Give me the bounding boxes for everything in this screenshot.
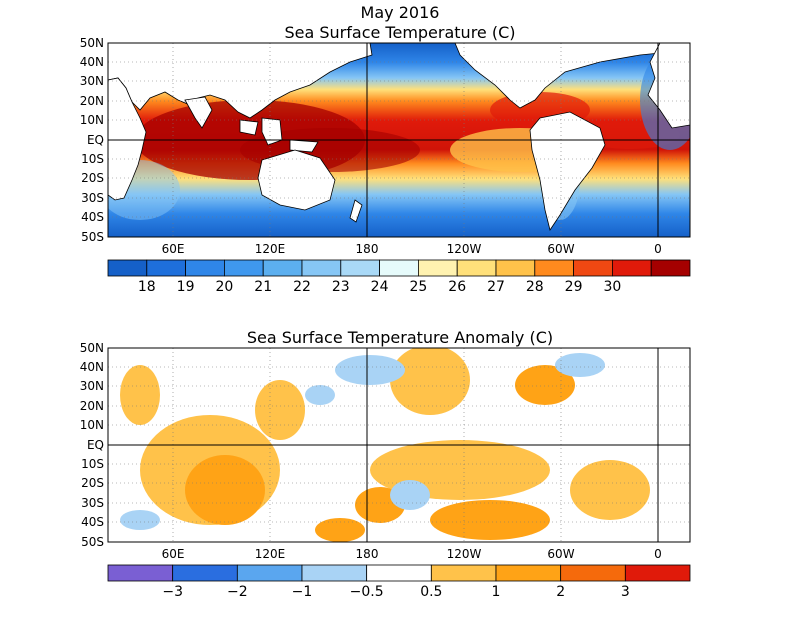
svg-text:120W: 120W	[447, 547, 482, 561]
svg-text:0: 0	[654, 547, 662, 561]
sst-colorbar-swatch	[340, 259, 380, 277]
anomaly-colorbar-swatch	[236, 564, 303, 582]
anomaly-gridlines	[108, 348, 690, 542]
svg-text:180: 180	[356, 547, 379, 561]
anomaly-colorbar-label: 3	[621, 584, 630, 600]
sst-colorbar-swatch	[534, 259, 574, 277]
sst-land	[108, 43, 690, 231]
svg-text:30S: 30S	[81, 496, 104, 510]
anomaly-colorbar-label: 1	[492, 584, 501, 600]
svg-text:30S: 30S	[81, 191, 104, 205]
svg-text:30N: 30N	[80, 379, 104, 393]
svg-text:10N: 10N	[80, 113, 104, 127]
svg-text:50S: 50S	[81, 535, 104, 549]
svg-text:60W: 60W	[547, 242, 574, 256]
svg-text:20N: 20N	[80, 94, 104, 108]
sst-colorbar-swatch	[612, 259, 652, 277]
sst-gridlines	[108, 43, 690, 237]
svg-text:10N: 10N	[80, 418, 104, 432]
sst-colorbar-swatch	[417, 259, 458, 277]
anomaly-map: 50N 40N 30N 20N 10N EQ 10S 20S 30S 40S 5…	[80, 341, 691, 561]
svg-text:10S: 10S	[81, 457, 104, 471]
sst-map-title: Sea Surface Temperature (C)	[284, 23, 515, 42]
svg-text:20N: 20N	[80, 399, 104, 413]
anomaly-colorbar-label: −3	[162, 584, 183, 600]
svg-text:50S: 50S	[81, 230, 104, 244]
sst-colorbar-swatch	[456, 259, 497, 277]
anomaly-colorbar-label: −1	[292, 584, 313, 600]
svg-text:60E: 60E	[162, 547, 185, 561]
anomaly-lon-labels: 60E 120E 180 120W 60W 0	[162, 547, 662, 561]
sst-lat-labels: 50N 40N 30N 20N 10N EQ 10S 20S 30S 40S 5…	[80, 36, 104, 244]
svg-text:40N: 40N	[80, 360, 104, 374]
sst-colorbar-swatch	[495, 259, 536, 277]
svg-text:40N: 40N	[80, 55, 104, 69]
anomaly-colorbar-swatch	[301, 564, 368, 582]
svg-text:40S: 40S	[81, 210, 104, 224]
svg-text:120E: 120E	[255, 242, 286, 256]
anomaly-colorbar-label: 0.5	[420, 584, 442, 600]
sst-colorbar-label: 24	[371, 279, 389, 295]
anomaly-colorbar-label: −0.5	[350, 584, 384, 600]
anomaly-colorbar	[107, 564, 691, 582]
svg-text:EQ: EQ	[87, 133, 104, 147]
svg-text:50N: 50N	[80, 36, 104, 50]
anomaly-map-title: Sea Surface Temperature Anomaly (C)	[247, 328, 553, 347]
sst-colorbar-swatch	[262, 259, 303, 277]
sst-colorbar-label: 23	[332, 279, 350, 295]
sst-colorbar-swatch	[650, 259, 691, 277]
sst-colorbar-label: 29	[565, 279, 583, 295]
anomaly-colorbar-swatch	[624, 564, 691, 582]
svg-text:20S: 20S	[81, 171, 104, 185]
anomaly-lat-labels: 50N 40N 30N 20N 10N EQ 10S 20S 30S 40S 5…	[80, 341, 104, 549]
anomaly-colorbar-swatch	[172, 564, 238, 582]
date-title: May 2016	[361, 3, 440, 22]
sst-colorbar-label: 19	[177, 279, 195, 295]
sst-colorbar-label: 30	[603, 279, 621, 295]
sst-colorbar-label: 26	[448, 279, 466, 295]
svg-text:180: 180	[356, 242, 379, 256]
sst-colorbar-label: 18	[138, 279, 156, 295]
sst-colorbar-swatch	[301, 259, 342, 277]
sst-lon-labels: 60E 120E 180 120W 60W 0	[162, 242, 662, 256]
anomaly-colorbar-label: −2	[227, 584, 248, 600]
svg-text:50N: 50N	[80, 341, 104, 355]
svg-text:30N: 30N	[80, 74, 104, 88]
sst-colorbar-swatch	[573, 259, 613, 277]
sst-colorbar-label: 27	[487, 279, 505, 295]
sst-map: 50N 40N 30N 20N 10N EQ 10S 20S 30S 40S 5…	[80, 36, 691, 256]
svg-text:20S: 20S	[81, 476, 104, 490]
sst-colorbar-swatch	[185, 259, 225, 277]
sst-colorbar-swatch	[107, 259, 148, 277]
anomaly-colorbar-labels: −3 −2 −1 −0.5 0.5 1 2 3	[162, 584, 629, 600]
sst-colorbar-label: 21	[254, 279, 272, 295]
sst-colorbar	[107, 259, 691, 277]
svg-text:EQ: EQ	[87, 438, 104, 452]
sst-colorbar-label: 20	[215, 279, 233, 295]
svg-text:60E: 60E	[162, 242, 185, 256]
svg-text:60W: 60W	[547, 547, 574, 561]
anomaly-colorbar-swatch	[430, 564, 497, 582]
sst-colorbar-label: 22	[293, 279, 311, 295]
svg-text:120W: 120W	[447, 242, 482, 256]
anomaly-colorbar-swatch	[560, 564, 626, 582]
svg-text:40S: 40S	[81, 515, 104, 529]
sst-colorbar-label: 28	[526, 279, 544, 295]
anomaly-colorbar-swatch	[107, 564, 174, 582]
anomaly-colorbar-swatch	[366, 564, 432, 582]
sst-colorbar-swatch	[223, 259, 264, 277]
sst-colorbar-labels: 18 19 20 21 22 23 24 25 26 27 28 29 30	[138, 279, 621, 295]
sst-colorbar-swatch	[146, 259, 187, 277]
svg-text:120E: 120E	[255, 547, 286, 561]
svg-text:0: 0	[654, 242, 662, 256]
sst-colorbar-label: 25	[409, 279, 427, 295]
anomaly-colorbar-swatch	[495, 564, 562, 582]
sst-colorbar-swatch	[379, 259, 419, 277]
anomaly-colorbar-label: 2	[556, 584, 565, 600]
svg-text:10S: 10S	[81, 152, 104, 166]
